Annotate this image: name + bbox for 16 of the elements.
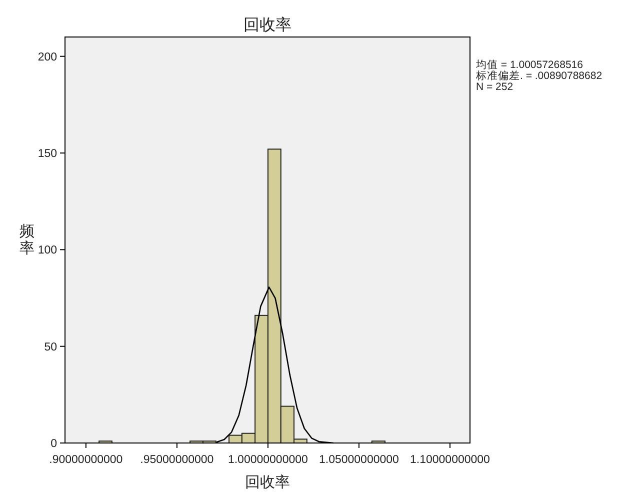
x-tick-label: .90000000000 <box>49 454 123 466</box>
x-tick-label: 1.05000000000 <box>318 454 399 466</box>
x-axis-title: 回收率 <box>245 474 290 491</box>
chart-title: 回收率 <box>244 16 292 34</box>
y-axis-title: 频率 <box>20 223 34 257</box>
y-tick-label: 50 <box>44 341 57 354</box>
y-tick-label: 0 <box>50 438 57 450</box>
y-tick-label: 200 <box>38 51 57 64</box>
text: 标准偏差. = .00890788682 <box>475 69 602 82</box>
text: 均值 = 1.00057268516 <box>475 59 584 71</box>
y-tick-label: 150 <box>38 148 57 160</box>
x-tick-label: 1.00000000000 <box>228 454 308 466</box>
text: N = 252 <box>476 81 514 93</box>
x-tick-label: 1.10000000000 <box>410 454 490 466</box>
y-tick-label: 100 <box>38 244 57 257</box>
x-tick-label: .95000000000 <box>140 454 214 466</box>
